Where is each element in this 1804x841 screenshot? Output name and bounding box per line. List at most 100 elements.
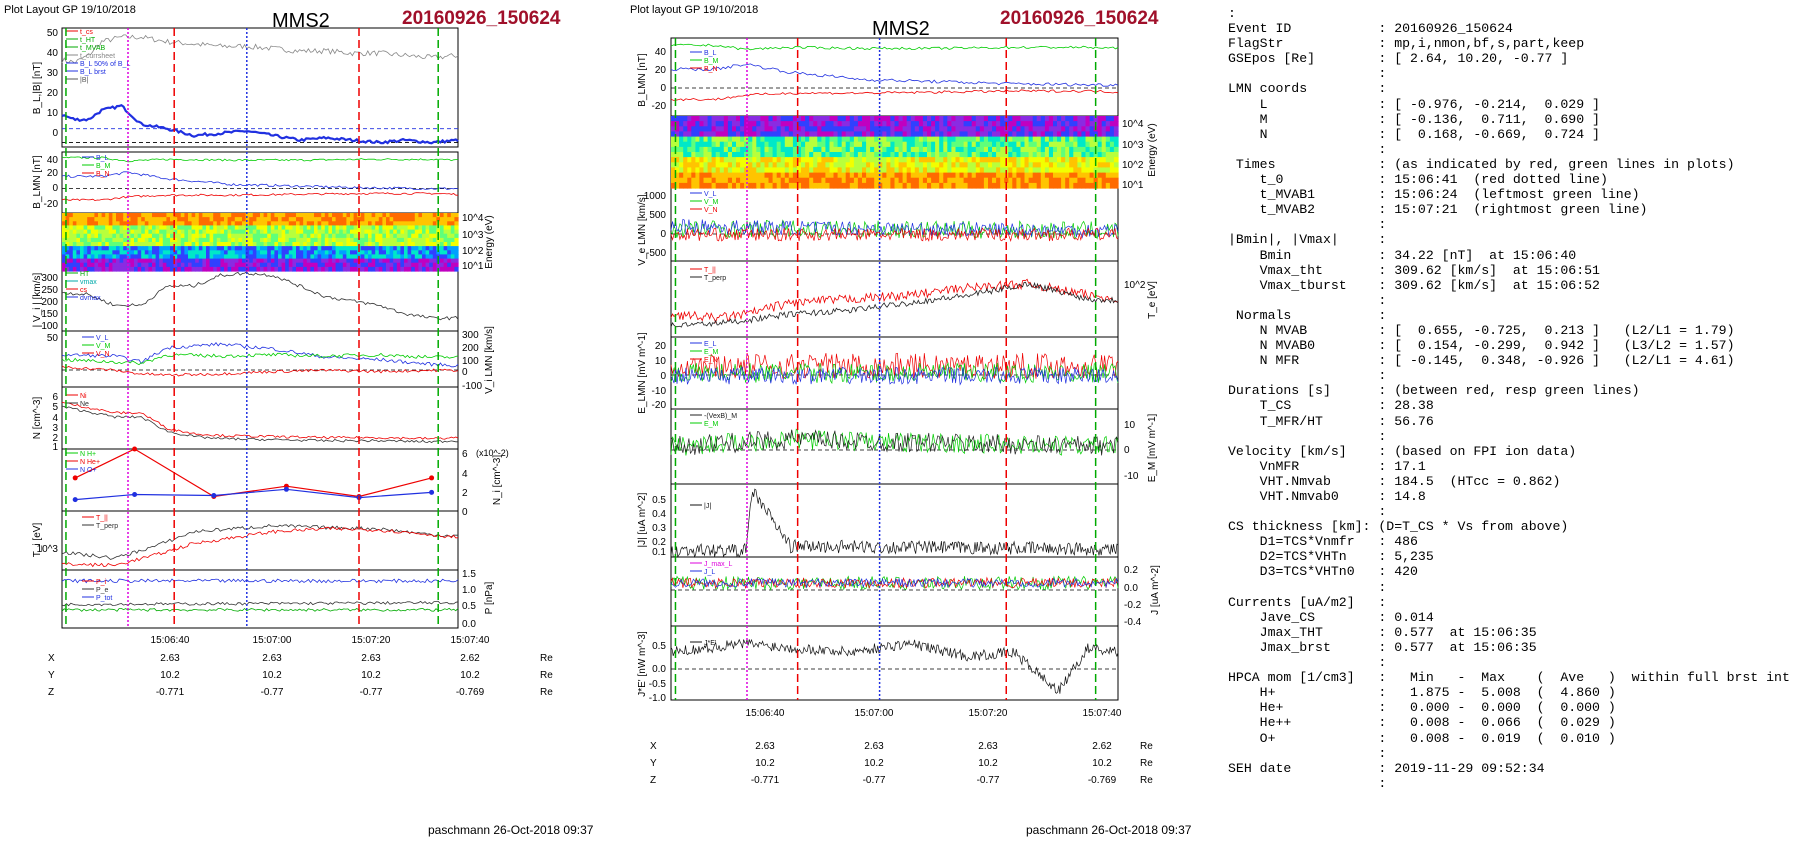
spectrogram-cell xyxy=(740,172,745,179)
spectrogram-cell xyxy=(776,131,782,138)
spectrogram-cell xyxy=(328,237,333,243)
je-ytick: -0.5 xyxy=(649,679,667,690)
spectrogram-cell xyxy=(821,172,827,179)
spectrogram-cell xyxy=(404,246,409,251)
spectrogram-cell xyxy=(98,254,103,260)
spectrogram-cell xyxy=(691,157,696,163)
spectrogram-cell xyxy=(360,242,365,247)
spectrogram-cell xyxy=(988,182,993,189)
spectrogram-cell xyxy=(1000,141,1005,148)
spectrogram-cell xyxy=(198,246,203,251)
spectrogram-cell xyxy=(853,167,859,174)
spectrogram-cell xyxy=(1012,146,1017,153)
spectrogram-cell xyxy=(202,233,207,239)
spectrogram-cell xyxy=(890,121,896,127)
spectrogram-cell xyxy=(1020,141,1026,148)
spectrogram-cell xyxy=(955,172,961,179)
spectrogram-cell xyxy=(829,131,835,138)
spectrogram-cell xyxy=(303,233,308,239)
spectrogram-cell xyxy=(364,258,369,264)
spectrogram-cell xyxy=(955,162,961,168)
spectrogram-cell xyxy=(931,177,936,184)
electron-energy-ytick: 10^4 xyxy=(1122,119,1144,130)
spectrogram-cell xyxy=(440,225,445,231)
spectrogram-cell xyxy=(703,131,709,138)
spectrogram-cell xyxy=(1101,157,1107,163)
spectrogram-cell xyxy=(267,237,272,243)
spectrogram-cell xyxy=(1069,131,1074,138)
spectrogram-cell xyxy=(862,152,867,158)
spectrogram-cell xyxy=(935,177,940,184)
spectrogram-cell xyxy=(191,250,196,255)
spectrogram-cell xyxy=(105,242,110,247)
spectrogram-cell xyxy=(939,162,944,168)
spectrogram-cell xyxy=(809,182,814,189)
spectrogram-cell xyxy=(809,121,814,127)
spectrogram-cell xyxy=(687,121,692,127)
spectrogram-cell xyxy=(951,116,957,122)
spectrogram-cell xyxy=(983,162,989,168)
spectrogram-cell xyxy=(411,258,416,264)
spectrogram-cell xyxy=(177,242,182,247)
spectrogram-cell xyxy=(389,229,394,235)
spectrogram-cell xyxy=(857,146,863,153)
spectrogram-cell xyxy=(98,242,103,247)
spectrogram-cell xyxy=(227,250,232,255)
spectrogram-cell xyxy=(813,182,818,189)
spectrogram-cell xyxy=(162,254,167,260)
spectrogram-cell xyxy=(1105,131,1111,138)
spectrogram-cell xyxy=(792,146,798,153)
spectrogram-cell xyxy=(1089,172,1095,179)
spectrogram-cell xyxy=(353,221,358,226)
spectrogram-cell xyxy=(245,262,250,268)
spectrogram-cell xyxy=(1097,177,1103,184)
spectrogram-cell xyxy=(76,258,81,264)
spectrogram-cell xyxy=(137,242,142,247)
spectrogram-cell xyxy=(825,116,831,122)
spectrogram-cell xyxy=(364,233,369,239)
spectrogram-cell xyxy=(314,242,319,247)
spectrogram-cell xyxy=(332,217,337,222)
spectrogram-cell xyxy=(1024,152,1030,158)
spectrogram-cell xyxy=(245,225,250,231)
spectrogram-cell xyxy=(784,146,790,153)
spectrogram-cell xyxy=(817,172,822,179)
spectrogram-cell xyxy=(202,229,207,235)
spectrogram-cell xyxy=(699,121,705,127)
spectrogram-cell xyxy=(432,258,437,264)
spectrogram-cell xyxy=(134,221,139,226)
spectrogram-cell xyxy=(1073,177,1078,184)
spectrogram-cell xyxy=(328,266,333,272)
hpca-o-line xyxy=(75,488,432,501)
spectrogram-cell xyxy=(170,213,175,218)
spectrogram-cell xyxy=(784,121,790,127)
bfield-ytick: 40 xyxy=(47,48,59,59)
spectrogram-cell xyxy=(303,250,308,255)
spectrogram-cell xyxy=(853,126,859,132)
spectrogram-cell xyxy=(346,229,351,235)
spectrogram-cell xyxy=(951,182,957,189)
spectrogram-cell xyxy=(870,146,875,153)
spectrogram-cell xyxy=(69,266,74,272)
spectrogram-cell xyxy=(829,167,835,174)
spectrogram-cell xyxy=(278,213,283,218)
spectrogram-cell xyxy=(996,172,1001,179)
spectrogram-cell xyxy=(813,116,818,122)
spectrogram-cell xyxy=(72,250,77,255)
spectrogram-cell xyxy=(206,246,211,251)
spectrogram-cell xyxy=(959,146,965,153)
spectrogram-cell xyxy=(801,172,806,179)
spectrogram-cell xyxy=(695,131,701,138)
spectrogram-cell xyxy=(209,233,214,239)
spectrogram-cell xyxy=(310,266,315,272)
spectrogram-cell xyxy=(443,262,448,268)
spectrogram-cell xyxy=(396,221,401,226)
spectrogram-cell xyxy=(234,246,239,251)
spectrogram-cell xyxy=(1065,141,1070,148)
spectrogram-cell xyxy=(992,146,997,153)
spectrogram-cell xyxy=(992,182,997,189)
spectrogram-cell xyxy=(306,258,311,264)
spectrogram-cell xyxy=(825,141,831,148)
spectrogram-cell xyxy=(748,152,753,158)
spectrogram-cell xyxy=(101,221,106,226)
